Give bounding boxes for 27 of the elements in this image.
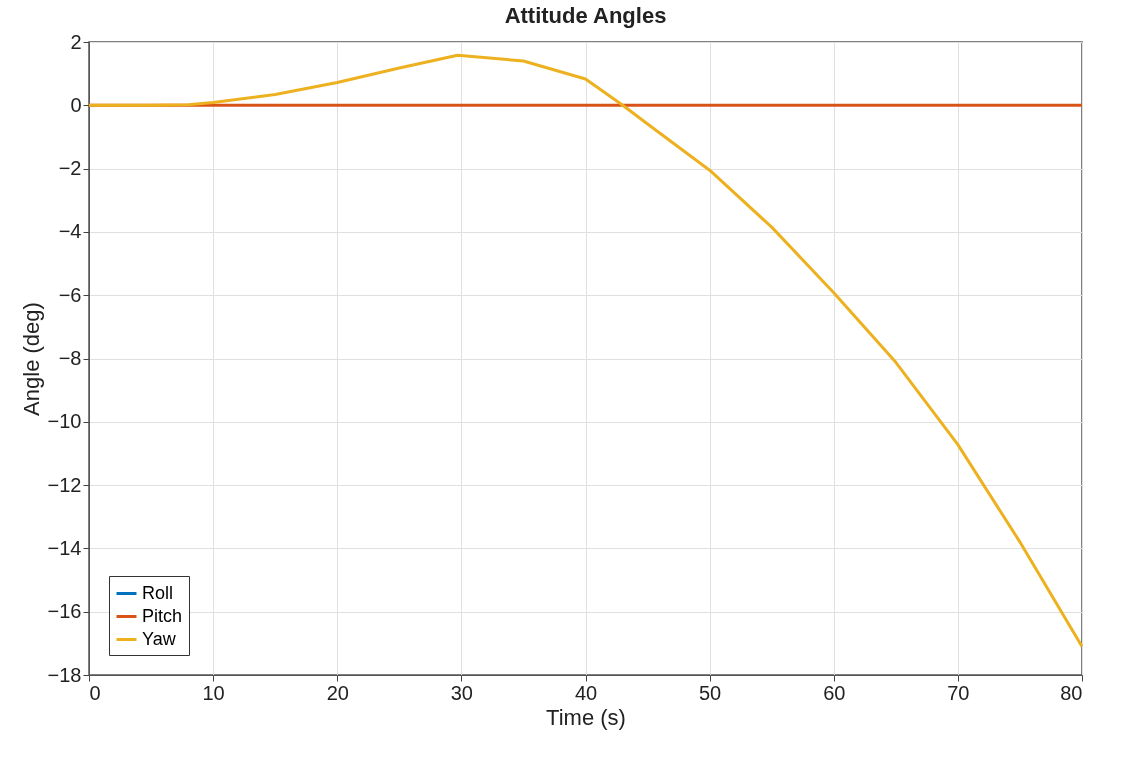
x-tick-label: 0 xyxy=(89,681,101,704)
y-tick-label: −12 xyxy=(47,473,82,496)
y-tick-label: −10 xyxy=(47,410,82,433)
y-tick-label: −4 xyxy=(58,220,82,243)
x-tick-label: 30 xyxy=(450,681,473,704)
legend-label: Roll xyxy=(142,582,174,603)
y-axis-title: Angle (deg) xyxy=(18,302,44,416)
x-tick-label: 50 xyxy=(699,681,722,704)
x-tick-label: 60 xyxy=(823,681,846,704)
line-series xyxy=(87,53,1084,649)
y-tick-label: −14 xyxy=(47,536,82,559)
y-tick-label: 2 xyxy=(70,30,82,53)
y-tick-label: −6 xyxy=(58,283,82,306)
y-tick-label: −8 xyxy=(58,347,82,369)
legend-label: Yaw xyxy=(142,628,177,649)
x-tick-label: 40 xyxy=(574,681,598,704)
x-tick-label: 70 xyxy=(947,681,970,704)
y-tick-label: 0 xyxy=(70,93,82,116)
y-tick-label: −2 xyxy=(58,157,82,180)
x-tick-label: 10 xyxy=(202,681,225,704)
x-tick-label: 20 xyxy=(326,681,349,704)
legend-label: Pitch xyxy=(142,605,183,626)
x-tick-label: 80 xyxy=(1060,681,1083,704)
x-axis-title: Time (s) xyxy=(546,704,626,730)
chart-title: Attitude Angles xyxy=(504,3,667,28)
y-tick-label: −18 xyxy=(47,663,82,686)
y-tick-label: −16 xyxy=(47,600,82,623)
